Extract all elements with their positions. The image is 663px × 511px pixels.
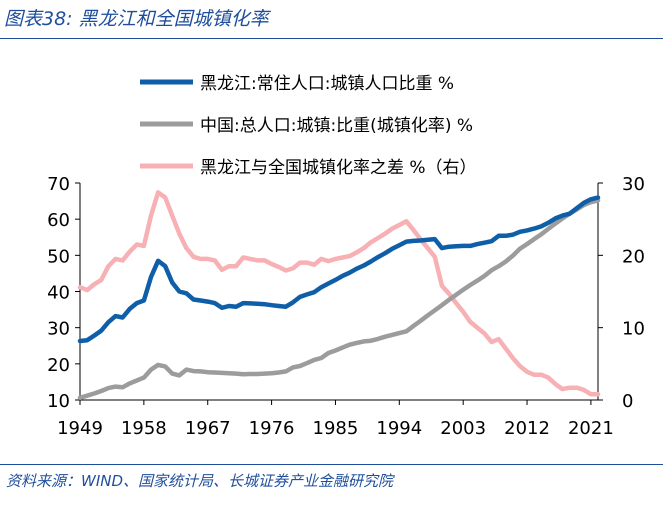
legend: 黑龙江:常住人口:城镇人口比重 % 中国:总人口:城镇:比重(城镇化率) % 黑… <box>140 74 477 178</box>
x-tick-label: 1967 <box>185 418 231 439</box>
y-left-tick-label: 10 <box>47 391 70 412</box>
legend-label-series2: 中国:总人口:城镇:比重(城镇化率) % <box>200 116 473 136</box>
x-tick-label: 1958 <box>121 418 167 439</box>
legend-label-series1: 黑龙江:常住人口:城镇人口比重 % <box>200 74 454 94</box>
plot-area <box>77 190 601 401</box>
title-rule <box>0 38 663 39</box>
y-right-tick-label: 10 <box>622 319 645 340</box>
x-tick-label: 1985 <box>313 418 359 439</box>
series-line-1 <box>77 195 601 344</box>
y-left-tick-label: 50 <box>47 246 70 267</box>
y-left-tick-label: 20 <box>47 355 70 376</box>
source-note: 资料来源：WIND、国家统计局、长城证券产业金融研究院 <box>6 472 394 490</box>
y-right-tick-label: 30 <box>622 174 645 195</box>
source-rule <box>0 464 663 465</box>
x-tick-label: 1976 <box>249 418 295 439</box>
axes: 70 60 50 40 30 20 10 30 20 10 0 1949 1958 1967 1976 198… <box>47 174 645 439</box>
y-right-tick-label: 0 <box>622 391 633 412</box>
y-left-tick-label: 70 <box>47 174 70 195</box>
y-right-tick-label: 20 <box>622 246 645 267</box>
series-line-3 <box>77 190 601 397</box>
legend-label-series3: 黑龙江与全国城镇化率之差 %（右） <box>200 158 477 178</box>
series-line-2 <box>77 198 601 401</box>
x-tick-label: 2012 <box>504 418 550 439</box>
x-tick-label: 1949 <box>57 418 103 439</box>
x-tick-label: 1994 <box>376 418 422 439</box>
x-tick-label: 2021 <box>568 418 614 439</box>
chart: 黑龙江:常住人口:城镇人口比重 % 中国:总人口:城镇:比重(城镇化率) % 黑… <box>47 74 645 439</box>
y-left-tick-label: 30 <box>47 319 70 340</box>
x-tick-label: 2003 <box>440 418 486 439</box>
y-left-tick-label: 60 <box>47 210 70 231</box>
figure-title: 图表38: 黑龙江和全国城镇化率 <box>4 8 269 30</box>
y-left-tick-label: 40 <box>47 283 70 304</box>
